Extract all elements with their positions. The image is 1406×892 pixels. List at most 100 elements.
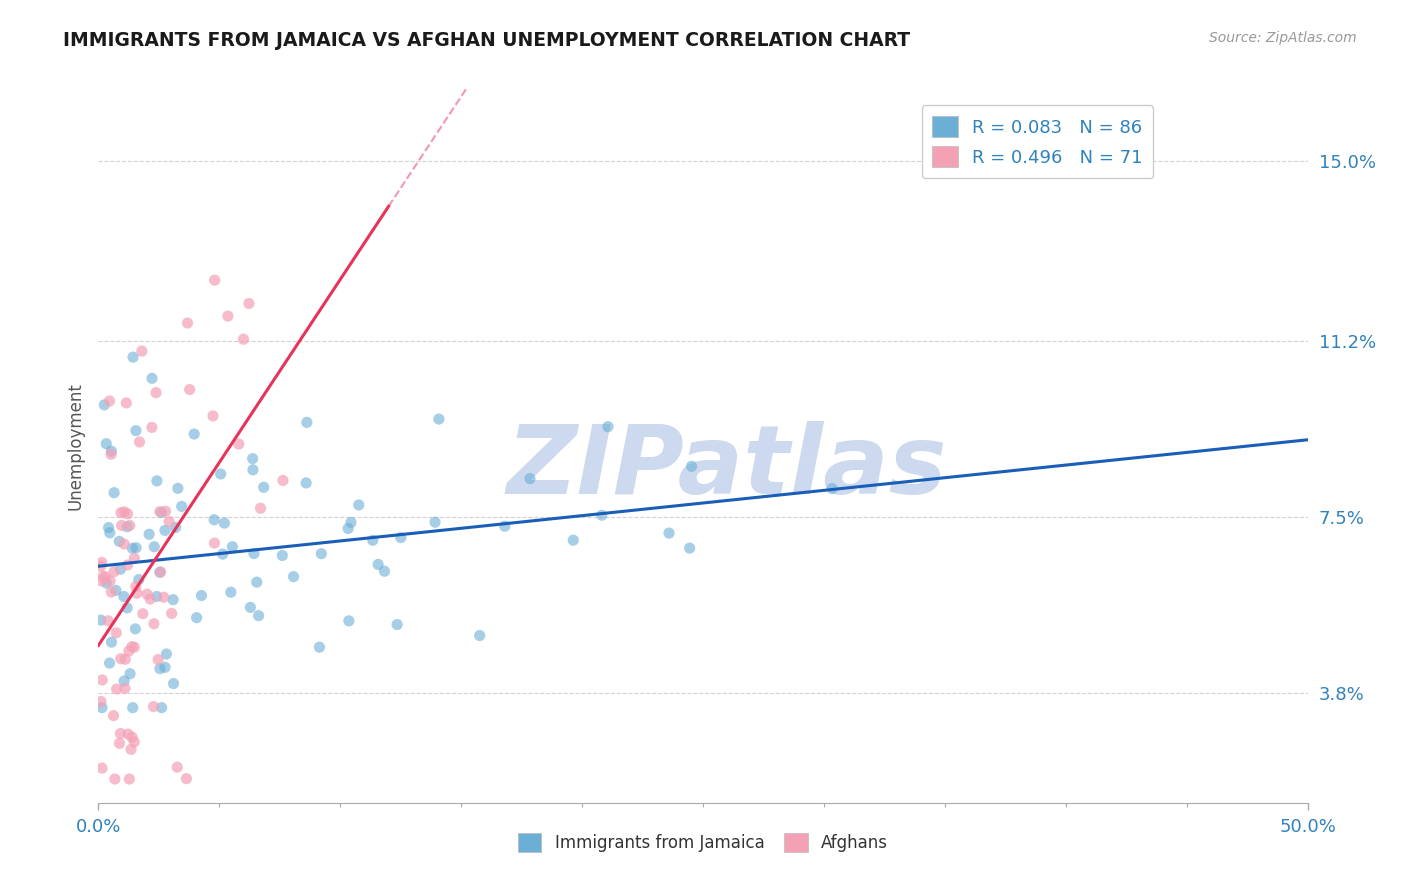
Point [232, 332, 254, 346]
Point [121, 700, 143, 714]
Point [141, 371, 163, 385]
Point [681, 459, 703, 474]
Point [138, 527, 160, 541]
Point [162, 592, 184, 607]
Point [115, 520, 138, 534]
Point [562, 533, 585, 548]
Point [136, 587, 159, 601]
Point [121, 731, 143, 745]
Point [295, 416, 318, 430]
Point [389, 531, 412, 545]
Point [596, 419, 619, 434]
Point [228, 437, 250, 451]
Point [821, 482, 844, 496]
Point [176, 772, 198, 786]
Point [145, 590, 167, 604]
Point [427, 412, 450, 426]
Point [114, 652, 136, 666]
Point [149, 565, 172, 579]
Point [494, 519, 516, 533]
Point [100, 635, 122, 649]
Point [110, 651, 132, 665]
Point [98, 525, 121, 540]
Point [204, 273, 226, 287]
Point [219, 585, 242, 599]
Point [153, 660, 176, 674]
Point [157, 515, 180, 529]
Point [242, 463, 264, 477]
Point [115, 396, 138, 410]
Point [124, 622, 146, 636]
Point [104, 583, 127, 598]
Point [96, 436, 118, 450]
Point [120, 742, 142, 756]
Point [121, 640, 143, 654]
Point [112, 505, 135, 519]
Point [247, 608, 270, 623]
Point [153, 524, 176, 538]
Point [98, 394, 121, 409]
Point [117, 507, 139, 521]
Point [202, 513, 225, 527]
Point [271, 549, 294, 563]
Point [468, 628, 491, 642]
Point [97, 520, 120, 534]
Point [149, 662, 172, 676]
Point [295, 475, 318, 490]
Point [179, 383, 201, 397]
Point [91, 673, 114, 687]
Point [90, 574, 112, 588]
Point [271, 474, 294, 488]
Point [103, 565, 125, 579]
Point [249, 501, 271, 516]
Point [148, 652, 170, 666]
Point [124, 551, 146, 566]
Point [217, 309, 239, 323]
Point [142, 699, 165, 714]
Legend: Immigrants from Jamaica, Afghans: Immigrants from Jamaica, Afghans [512, 826, 894, 859]
Point [98, 574, 121, 588]
Point [347, 498, 370, 512]
Y-axis label: Unemployment: Unemployment [66, 382, 84, 510]
Point [103, 485, 125, 500]
Point [120, 666, 142, 681]
Point [125, 579, 148, 593]
Point [100, 447, 122, 461]
Point [115, 601, 138, 615]
Point [131, 344, 153, 359]
Point [170, 500, 193, 514]
Point [132, 607, 155, 621]
Point [122, 350, 145, 364]
Point [385, 617, 408, 632]
Point [128, 573, 150, 587]
Point [337, 521, 360, 535]
Point [211, 547, 233, 561]
Point [112, 673, 135, 688]
Point [166, 760, 188, 774]
Point [519, 472, 541, 486]
Point [96, 576, 118, 591]
Point [110, 562, 132, 576]
Point [143, 540, 166, 554]
Point [110, 518, 132, 533]
Point [97, 614, 120, 628]
Point [239, 600, 262, 615]
Point [143, 616, 166, 631]
Point [117, 558, 139, 572]
Point [209, 467, 232, 481]
Point [204, 536, 226, 550]
Point [243, 547, 266, 561]
Point [150, 505, 173, 519]
Point [90, 556, 112, 570]
Point [98, 656, 121, 670]
Point [100, 585, 122, 599]
Point [125, 541, 148, 555]
Point [145, 385, 167, 400]
Point [146, 474, 169, 488]
Point [103, 708, 125, 723]
Point [105, 625, 128, 640]
Point [90, 613, 112, 627]
Point [162, 676, 184, 690]
Point [125, 586, 148, 600]
Point [149, 505, 172, 519]
